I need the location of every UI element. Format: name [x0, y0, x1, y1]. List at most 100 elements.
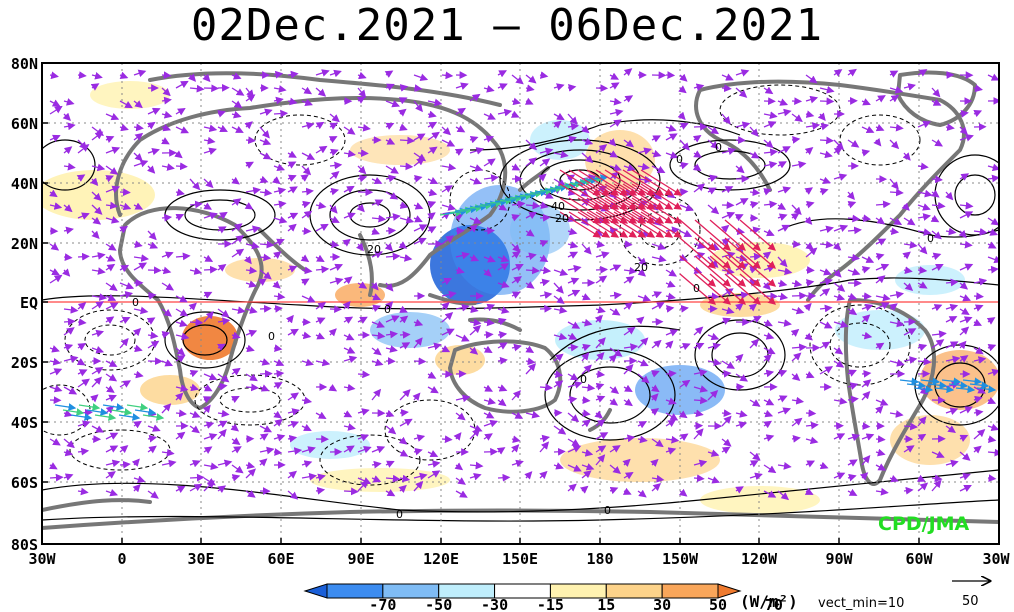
flux-vector	[63, 317, 76, 326]
flux-vector	[819, 304, 833, 313]
flux-vector	[987, 163, 999, 172]
flux-vector	[161, 282, 175, 291]
flux-vector	[803, 302, 812, 312]
flux-vector	[343, 410, 353, 418]
flux-vector	[245, 225, 261, 234]
flux-vector	[959, 134, 974, 142]
flux-vector	[62, 112, 71, 122]
flux-vector	[483, 345, 493, 354]
flux-vector	[441, 71, 454, 80]
flux-vector	[175, 295, 188, 303]
flux-vector	[553, 306, 568, 314]
flux-vector	[777, 98, 789, 106]
flux-vector	[342, 300, 351, 310]
flux-vector	[483, 85, 495, 93]
flux-vector	[147, 292, 157, 300]
flux-vector	[637, 359, 649, 367]
flux-vector	[385, 315, 400, 323]
flux-vector	[483, 318, 495, 327]
flux-vector	[357, 123, 371, 132]
flux-vector	[231, 223, 243, 232]
flux-vector	[315, 223, 329, 232]
flux-vector	[553, 447, 566, 456]
flux-vector	[511, 291, 521, 299]
flux-vector	[553, 425, 567, 435]
flux-vector	[833, 360, 845, 368]
flux-vector	[679, 304, 689, 313]
flux-vector	[665, 340, 674, 349]
flux-vector	[525, 139, 538, 151]
flux-vector	[651, 384, 660, 393]
flux-vector	[301, 423, 312, 431]
flux-vector	[735, 291, 749, 300]
flux-vector	[63, 204, 73, 213]
flux-vector	[497, 70, 507, 78]
flux-vector	[846, 191, 855, 201]
flux-vector	[777, 407, 792, 415]
flux-vector	[875, 398, 889, 406]
flux-vector	[483, 419, 499, 428]
flux-vector	[91, 367, 104, 375]
lat-label: 40S	[11, 414, 38, 432]
flux-vector	[147, 165, 156, 174]
flux-vector	[777, 108, 792, 117]
flux-vector	[329, 187, 340, 196]
flux-vector	[819, 150, 833, 159]
flux-vector	[203, 124, 218, 133]
flux-vector	[273, 187, 287, 195]
flux-vector	[119, 460, 131, 469]
flux-vector	[721, 288, 734, 297]
flux-vector	[203, 178, 214, 189]
flux-vector	[721, 73, 734, 81]
flux-vector	[651, 254, 667, 263]
flux-vector	[455, 107, 467, 116]
flux-vector	[763, 409, 774, 418]
flux-vector	[133, 420, 142, 429]
flux-vector	[273, 216, 288, 224]
flux-vector	[398, 241, 408, 249]
flux-vector	[187, 73, 197, 82]
flux-vector	[161, 110, 173, 119]
flux-vector	[483, 268, 492, 277]
flux-vector	[273, 418, 283, 427]
flux-vector	[105, 394, 117, 402]
flux-vector	[105, 373, 118, 382]
flux-vector	[245, 383, 260, 392]
flux-vector	[77, 212, 90, 220]
flux-vector	[511, 214, 520, 222]
flux-vector	[413, 73, 429, 82]
flux-vector	[244, 202, 254, 210]
flux-vector	[273, 70, 284, 79]
flux-vector	[637, 421, 648, 429]
flux-vector	[917, 243, 928, 255]
flux-vector	[161, 87, 171, 97]
flux-vector	[343, 355, 358, 364]
flux-vector	[49, 105, 63, 115]
flux-vector	[483, 303, 496, 312]
flux-vector	[637, 294, 652, 302]
flux-vector	[735, 69, 750, 77]
contour-label: 0	[693, 282, 700, 295]
flux-vector	[230, 423, 240, 432]
flux-vector	[244, 121, 253, 130]
flux-vector	[231, 198, 242, 206]
flux-vector	[146, 121, 156, 130]
flux-vector	[609, 291, 622, 300]
flux-vector	[329, 113, 340, 123]
flux-vector	[133, 344, 143, 353]
flux-vector	[203, 254, 214, 262]
flux-vector	[259, 304, 272, 313]
flux-vector	[623, 95, 634, 103]
flux-vector	[707, 204, 720, 215]
flux-vector	[847, 369, 857, 377]
flux-vector	[791, 160, 807, 169]
flux-vector	[567, 241, 579, 249]
contour-label: 0	[604, 504, 611, 517]
flux-vector	[329, 171, 340, 180]
lat-label: 60S	[11, 474, 38, 492]
flux-vector	[399, 254, 413, 262]
flux-vector	[903, 83, 916, 91]
flux-vector	[189, 410, 201, 418]
flux-vector	[748, 303, 758, 312]
flux-vector	[105, 175, 115, 183]
